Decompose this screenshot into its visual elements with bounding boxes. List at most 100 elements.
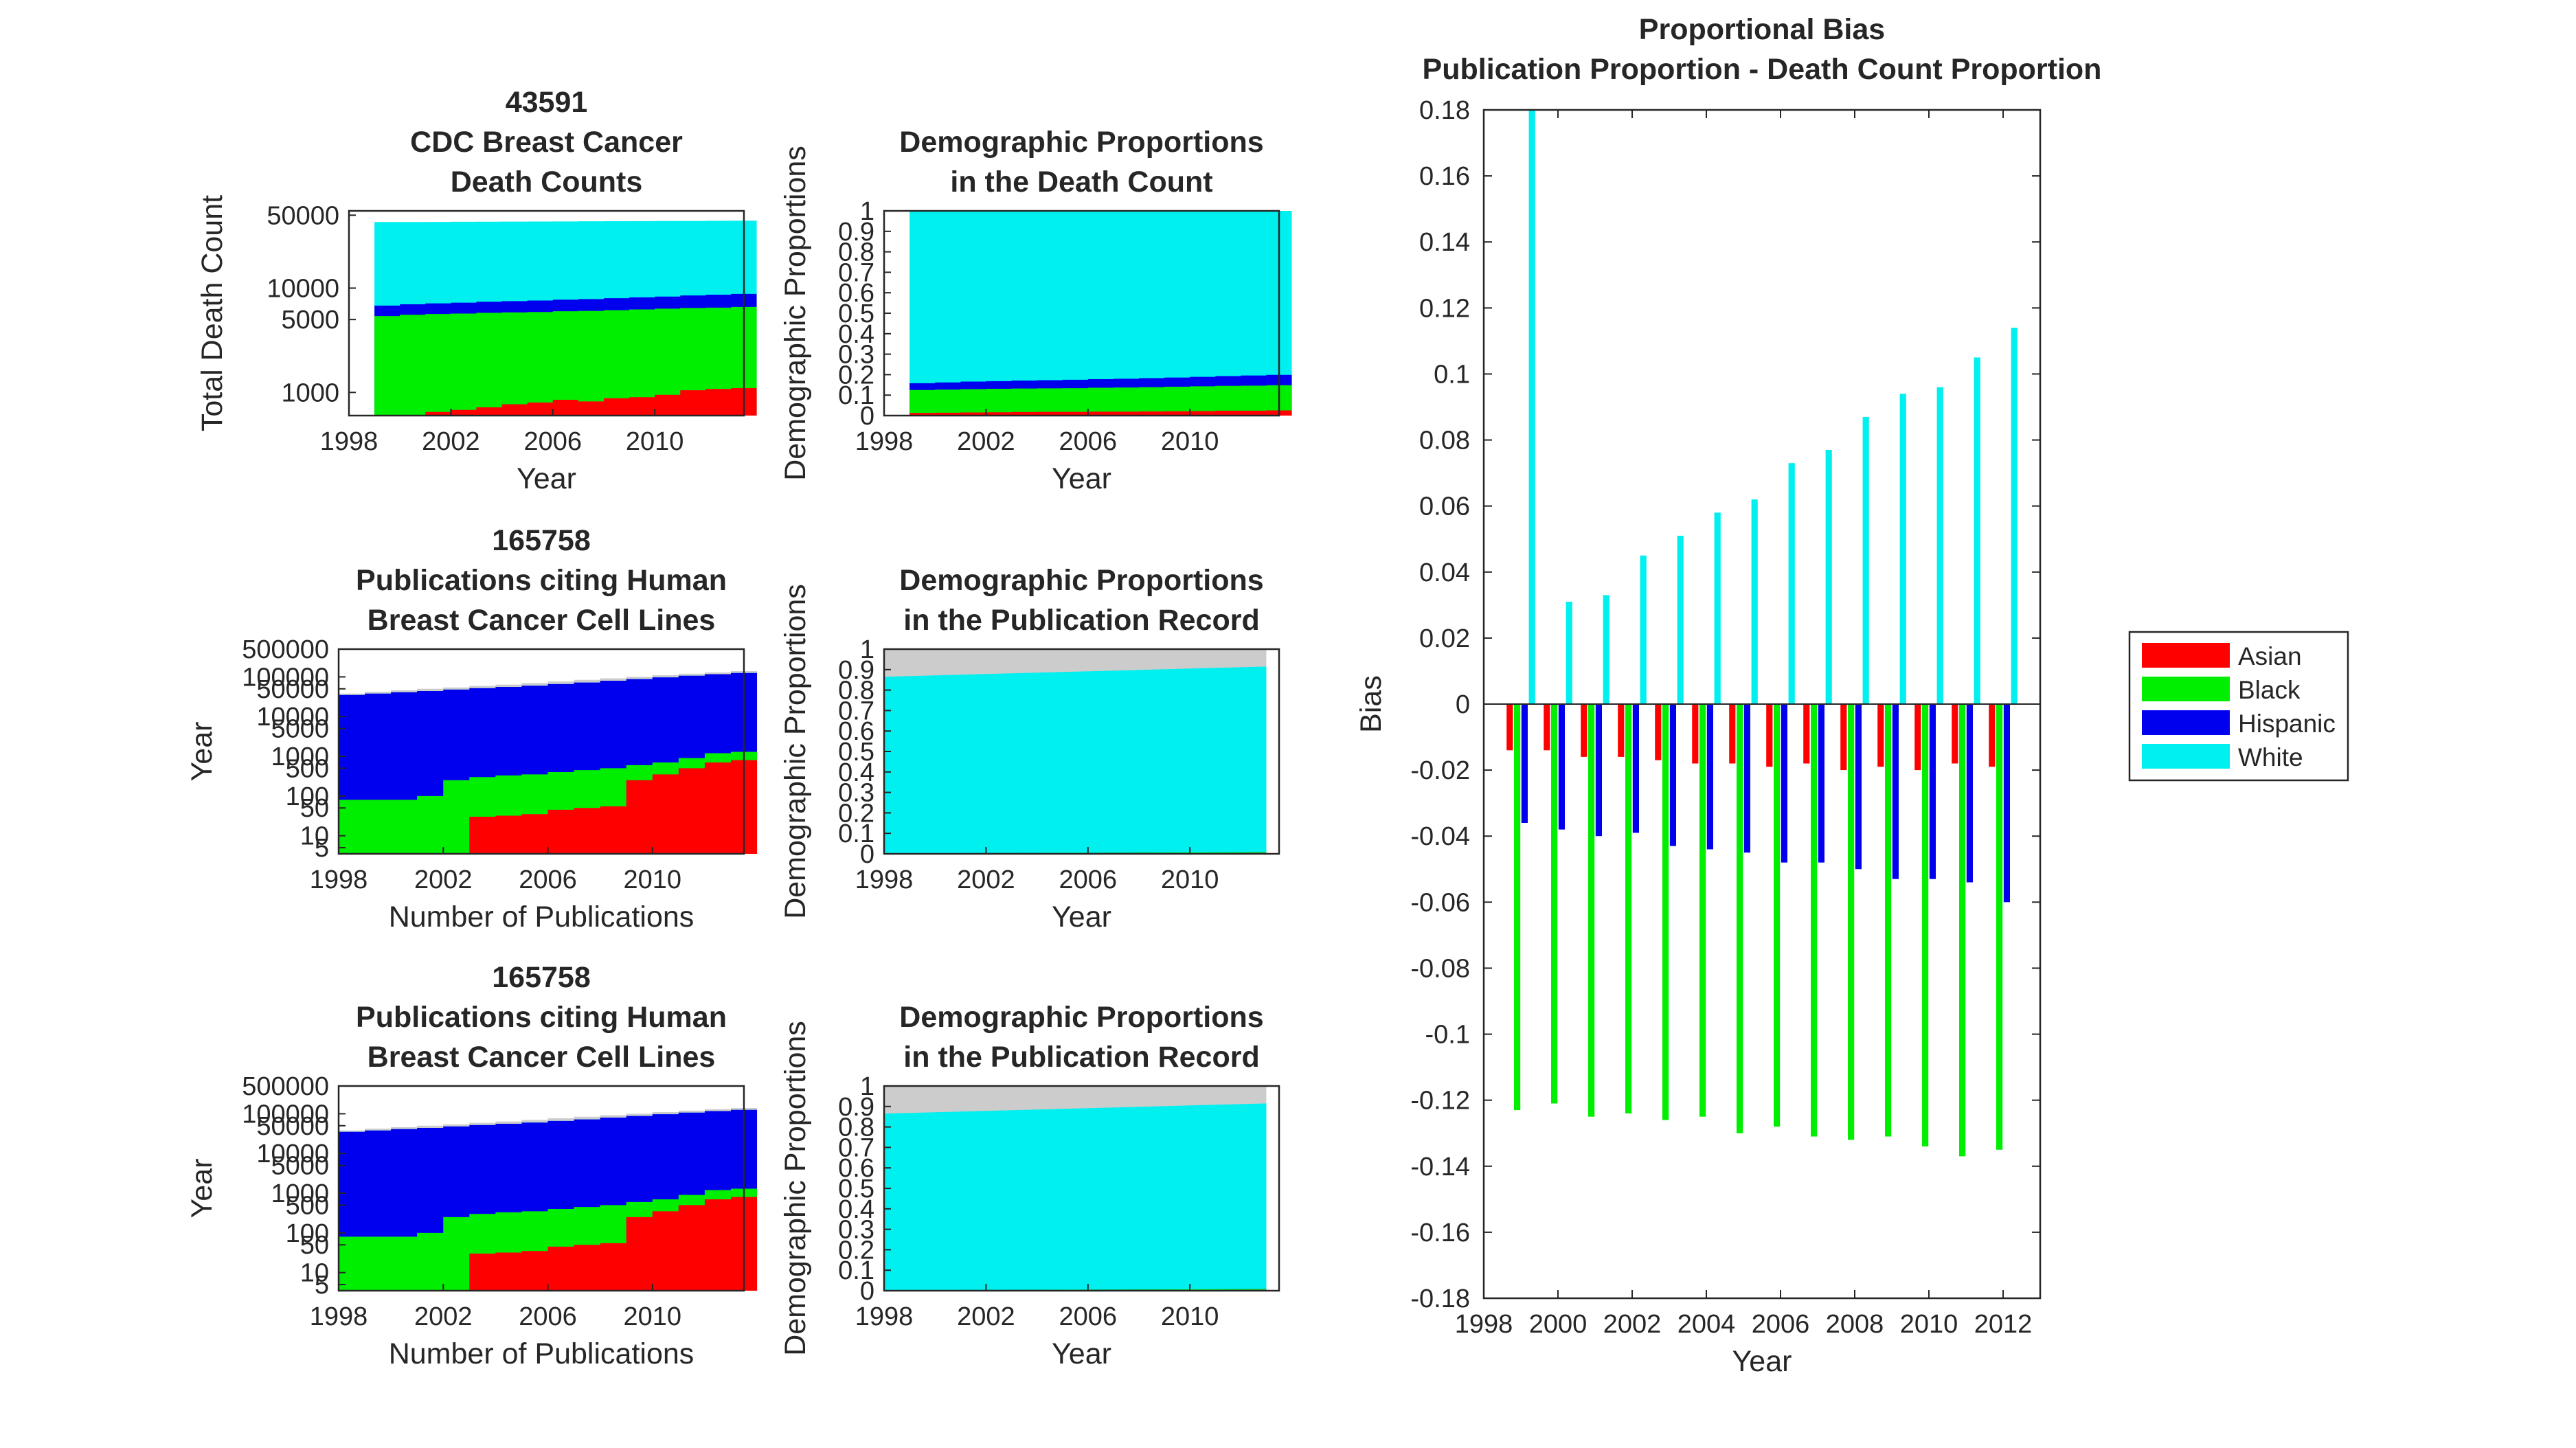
bar-white (1603, 595, 1609, 704)
y-tick-label: 0.2 (838, 361, 874, 389)
x-tick-label: 2010 (1161, 866, 1219, 894)
bar-white (1788, 463, 1795, 704)
x-tick-label: 1998 (855, 1302, 914, 1331)
bar-white (1825, 449, 1832, 704)
y-tick-label: 0.7 (838, 1133, 874, 1162)
chart-title-line: Death Counts (451, 166, 643, 199)
bar-black (1885, 704, 1892, 1137)
y-tick-label: 5 (315, 1271, 329, 1300)
x-axis-label: Number of Publications (389, 1337, 694, 1370)
bar-white (1936, 387, 1943, 704)
bar-asian (1506, 704, 1513, 751)
plot-frame (337, 1085, 745, 1292)
legend-label-asian: Asian (2238, 642, 2302, 670)
y-tick-label: 1 (860, 197, 874, 226)
chart-title-line: 165758 (492, 961, 591, 994)
y-tick-label: 0.1 (838, 819, 874, 848)
y-tick-label: -0.16 (1410, 1219, 1470, 1247)
x-tick-label: 1998 (855, 866, 914, 894)
bar-black (1959, 704, 1966, 1157)
y-axis-label: Demographic Proportions (779, 146, 812, 481)
x-tick-label: 2010 (1900, 1310, 1958, 1339)
bar-black (1662, 704, 1669, 1120)
y-axis-label: Year (185, 722, 218, 782)
bar-asian (1914, 704, 1921, 771)
x-tick-label: 2002 (422, 427, 480, 456)
y-tick-label: 0.3 (838, 779, 874, 808)
y-tick-label: 0.04 (1419, 558, 1470, 587)
y-tick-label: 0 (860, 402, 874, 431)
y-tick-label: 0.1 (838, 381, 874, 410)
bar-asian (1803, 704, 1810, 764)
bar-black (1922, 704, 1929, 1146)
x-tick-label: 2006 (1059, 427, 1118, 456)
chart-title-line: 165758 (492, 524, 591, 557)
bar-black (1625, 704, 1632, 1113)
x-tick-label: 1998 (855, 427, 914, 456)
bar-asian (1544, 704, 1550, 751)
bar-asian (1581, 704, 1588, 757)
y-tick-label: 0.5 (838, 299, 874, 328)
y-tick-label: -0.06 (1410, 888, 1470, 917)
bar-white (1714, 512, 1721, 704)
bar-black (1774, 704, 1781, 1127)
chart-title-line: Proportional Bias (1639, 13, 1885, 46)
area-band-asian (339, 760, 758, 854)
y-tick-label: 0.7 (838, 697, 874, 725)
y-axis-label: Bias (1355, 675, 1388, 733)
x-tick-label: 2002 (414, 866, 473, 894)
bar-hispanic (1706, 704, 1713, 850)
plot-frame (348, 210, 745, 417)
y-tick-label: 500000 (242, 1072, 329, 1101)
y-tick-label: 0.3 (838, 1216, 874, 1245)
bar-hispanic (1743, 704, 1750, 853)
y-tick-label: 1000 (271, 1179, 329, 1208)
y-tick-label: 1 (860, 1072, 874, 1101)
y-tick-label: 50000 (256, 1112, 329, 1141)
y-tick-label: 500 (286, 1191, 329, 1220)
bar-white (1528, 110, 1535, 704)
legend-swatch-hispanic (2142, 710, 2230, 735)
bar-asian (1766, 704, 1773, 767)
y-axis-label: Total Death Count (196, 195, 229, 431)
y-tick-label: 500 (286, 754, 329, 783)
bar-white (1566, 602, 1572, 704)
y-axis-label: Year (185, 1159, 218, 1219)
x-axis-label: Year (1052, 462, 1111, 495)
bar-asian (1618, 704, 1625, 757)
bar-hispanic (1669, 704, 1676, 846)
y-axis-label: Demographic Proportions (779, 1021, 812, 1356)
area-band-black (909, 385, 1292, 416)
area-band-white (884, 666, 1267, 854)
x-axis-label: Year (517, 462, 576, 495)
x-tick-label: 2008 (1826, 1310, 1884, 1339)
legend-swatch-black (2142, 677, 2230, 701)
bar-black (1737, 704, 1743, 1133)
y-tick-label: 10000 (256, 1140, 329, 1168)
y-tick-label: -0.08 (1410, 954, 1470, 983)
x-tick-label: 2004 (1677, 1310, 1736, 1339)
x-tick-label: 2010 (624, 866, 682, 894)
y-tick-label: 0.4 (838, 320, 874, 349)
y-tick-label: 0.9 (838, 218, 874, 247)
y-tick-label: 100 (286, 1219, 329, 1248)
bar-hispanic (1595, 704, 1602, 837)
y-tick-label: 100000 (242, 663, 329, 692)
chart-title-line: Publications citing Human (356, 1001, 727, 1034)
y-tick-label: 0.9 (838, 1093, 874, 1122)
chart-bias: 1998 2000 2002 2004 2006 2008 2010 2012 -0.18 -0.… (1355, 13, 2349, 1378)
y-tick-label: -0.18 (1410, 1285, 1470, 1313)
bar-white (1862, 416, 1869, 704)
y-tick-label: 0.5 (838, 1175, 874, 1203)
area-band-asian (909, 410, 1292, 416)
bar-white (1899, 394, 1906, 704)
y-tick-label: -0.04 (1410, 822, 1470, 851)
y-tick-label: 0.2 (838, 1236, 874, 1265)
y-tick-label: 0.6 (838, 717, 874, 746)
chart-pubs1: 1998 2002 2006 2010510501005001000500010000… (185, 524, 758, 934)
x-tick-label: 2010 (626, 427, 684, 456)
y-tick-label: 0.5 (838, 738, 874, 767)
x-tick-label: 2002 (957, 866, 1015, 894)
y-tick-label: 0.8 (838, 1113, 874, 1142)
y-tick-label: 10 (300, 822, 329, 851)
